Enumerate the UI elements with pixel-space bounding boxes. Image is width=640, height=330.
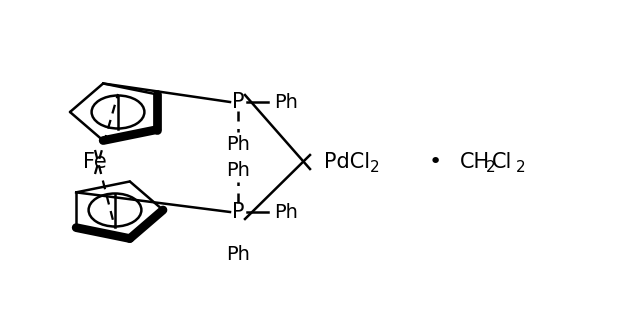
Text: •: • [428, 152, 442, 172]
Text: PdCl: PdCl [324, 152, 370, 172]
Text: Cl: Cl [492, 152, 513, 172]
Text: 2: 2 [370, 160, 380, 176]
Text: CH: CH [460, 152, 490, 172]
Text: Ph: Ph [226, 160, 250, 180]
Text: 2: 2 [486, 160, 495, 176]
Text: Ph: Ph [226, 245, 250, 263]
Text: Ph: Ph [226, 136, 250, 154]
Text: 2: 2 [516, 160, 525, 176]
Text: Ph: Ph [274, 203, 298, 221]
Text: P: P [232, 92, 244, 112]
Text: Fe: Fe [83, 152, 107, 172]
Text: Ph: Ph [274, 92, 298, 112]
Text: P: P [232, 202, 244, 222]
